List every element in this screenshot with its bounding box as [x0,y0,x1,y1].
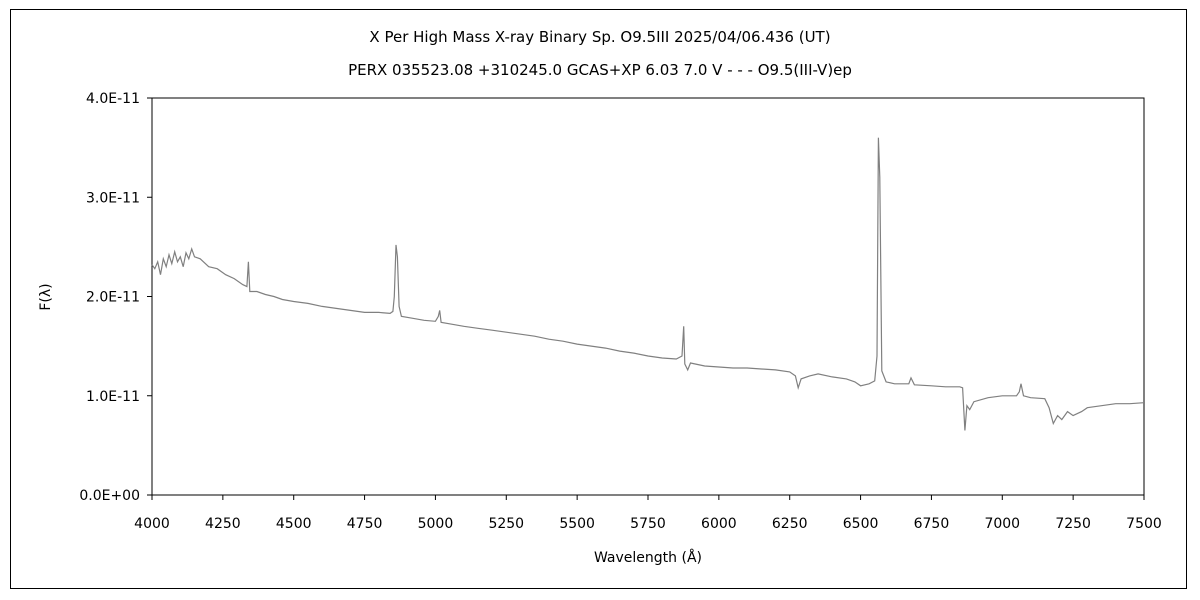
y-tick-label: 0.0E+00 [79,488,140,504]
y-tick-label: 1.0E-11 [86,389,140,405]
x-tick-label: 7250 [1055,516,1091,532]
chart-subtitle: PERX 035523.08 +310245.0 GCAS+XP 6.03 7.… [348,61,852,79]
x-axis-label: Wavelength (Å) [594,549,702,566]
x-tick-label: 4000 [134,516,170,532]
y-tick-label: 4.0E-11 [86,91,140,107]
spectrum-line [151,137,1145,431]
chart-border [10,9,1187,589]
plot-area-border [151,97,1145,496]
x-tick-label: 7500 [1126,516,1162,532]
x-tick-label: 7000 [984,516,1020,532]
chart-title: X Per High Mass X-ray Binary Sp. O9.5III… [369,28,831,46]
y-axis-label: F(λ) [38,283,54,310]
x-tick-label: 5500 [559,516,595,532]
x-tick-label: 4250 [205,516,241,532]
x-tick-label: 5250 [488,516,524,532]
y-tick-label: 2.0E-11 [86,290,140,306]
x-tick-label: 6500 [843,516,879,532]
x-tick-label: 6750 [914,516,950,532]
y-tick-label: 3.0E-11 [86,190,140,206]
x-tick-label: 6250 [772,516,808,532]
x-tick-label: 4500 [276,516,312,532]
x-tick-label: 4750 [347,516,383,532]
x-tick-label: 5750 [630,516,666,532]
x-tick-label: 5000 [418,516,454,532]
x-tick-label: 6000 [701,516,737,532]
